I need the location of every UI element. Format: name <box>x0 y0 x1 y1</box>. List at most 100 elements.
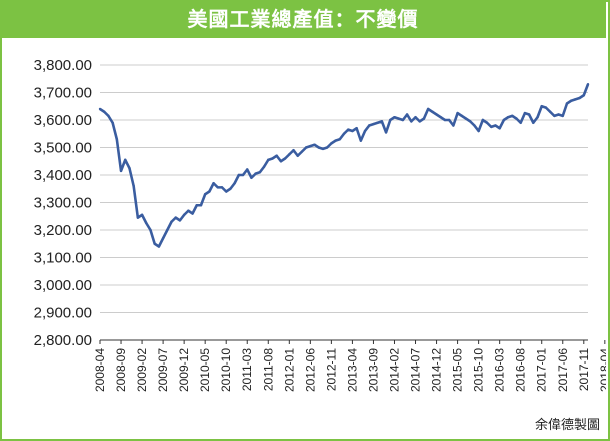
data-point <box>313 143 316 146</box>
line-chart: 3,800.00 3,700.00 3,600.00 3,500.00 3,400.00… <box>34 57 606 392</box>
data-point <box>178 219 182 222</box>
y-tick-label: 3,100.00 <box>34 250 92 267</box>
data-point <box>309 144 312 148</box>
data-point <box>241 173 245 177</box>
data-point <box>220 186 224 189</box>
data-point <box>490 125 493 129</box>
data-point <box>283 157 287 160</box>
x-tick-label: 2010-05 <box>198 348 212 392</box>
chart-title: 美國工業總產值：不變價 <box>0 0 606 38</box>
data-point <box>401 118 405 122</box>
data-point <box>342 132 346 135</box>
data-point <box>254 172 257 175</box>
y-tick-label: 3,000.00 <box>34 277 92 294</box>
data-point <box>469 120 472 123</box>
data-point <box>304 146 308 149</box>
x-tick-label: 2011-03 <box>240 348 254 391</box>
data-point <box>422 117 426 120</box>
data-point <box>347 128 350 131</box>
data-point <box>578 96 581 100</box>
data-point <box>225 190 228 193</box>
data-point <box>111 121 114 124</box>
data-point <box>275 154 278 157</box>
x-tick-label: 2014-12 <box>430 348 444 392</box>
data-point <box>397 117 400 120</box>
data-point <box>330 142 333 145</box>
chart-credit: 余偉德製圖 <box>534 418 600 433</box>
data-point <box>187 209 190 212</box>
data-point <box>267 158 270 162</box>
data-point <box>498 127 501 130</box>
data-point <box>523 111 527 115</box>
data-point <box>191 212 194 215</box>
data-point <box>128 166 131 170</box>
data-point <box>140 213 144 217</box>
data-point <box>553 114 556 118</box>
data-point <box>435 113 438 116</box>
data-point <box>262 165 266 168</box>
y-tick-label: 3,500.00 <box>34 140 92 157</box>
data-point <box>174 216 177 219</box>
data-point <box>170 220 173 223</box>
x-tick-label: 2017-11 <box>577 348 591 391</box>
data-point <box>161 237 165 240</box>
x-tick-label: 2008-09 <box>114 348 128 392</box>
data-point <box>233 182 236 185</box>
data-point <box>334 139 337 142</box>
data-point <box>250 176 253 179</box>
data-point <box>431 110 434 113</box>
data-point <box>325 146 329 149</box>
data-point <box>98 107 102 111</box>
data-point <box>237 173 241 177</box>
data-point <box>368 124 371 127</box>
data-point <box>212 182 215 185</box>
series-line <box>99 83 590 248</box>
x-tick-label: 2012-11 <box>324 348 338 391</box>
data-point <box>107 114 110 118</box>
x-tick-label: 2014-07 <box>409 348 423 392</box>
x-tick-label: 2009-07 <box>156 348 170 392</box>
x-tick-label: 2010-10 <box>219 348 233 392</box>
data-point <box>149 228 152 232</box>
data-point <box>296 154 299 157</box>
data-point <box>410 120 413 123</box>
data-point <box>229 187 232 190</box>
data-point <box>414 116 417 119</box>
y-tick-label: 2,800.00 <box>34 332 92 349</box>
data-point <box>527 113 531 116</box>
data-point <box>208 190 211 193</box>
x-tick-label: 2009-12 <box>177 348 191 392</box>
data-point <box>565 102 569 105</box>
data-point <box>485 121 489 124</box>
data-point <box>119 169 123 173</box>
data-point <box>439 116 442 119</box>
x-tick-label: 2014-02 <box>387 348 401 392</box>
data-point <box>372 122 375 126</box>
x-axis-tick-labels: 2008-04 2008-09 2009-02 2009-07 2009-12 2010-… <box>93 340 606 392</box>
data-point <box>477 129 480 133</box>
data-point <box>389 118 392 122</box>
data-point <box>557 113 560 116</box>
data-point <box>124 158 127 162</box>
data-point <box>103 110 106 113</box>
data-point <box>515 117 518 120</box>
data-point <box>405 113 409 116</box>
data-point <box>447 118 451 122</box>
y-tick-label: 3,800.00 <box>34 57 92 74</box>
data-point <box>195 204 198 207</box>
y-tick-label: 3,700.00 <box>34 85 92 102</box>
x-tick-label: 2012-06 <box>303 348 317 392</box>
data-point <box>494 124 497 127</box>
data-point <box>426 107 430 111</box>
data-point <box>246 168 249 171</box>
data-point <box>199 204 203 207</box>
data-point <box>418 120 421 123</box>
data-point <box>452 124 455 127</box>
y-tick-label: 2,900.00 <box>34 305 92 322</box>
data-point <box>544 106 548 109</box>
data-point <box>536 116 539 119</box>
data-point <box>376 121 379 124</box>
data-point <box>586 83 590 86</box>
data-point <box>351 129 354 133</box>
x-tick-label: 2013-09 <box>366 348 380 392</box>
